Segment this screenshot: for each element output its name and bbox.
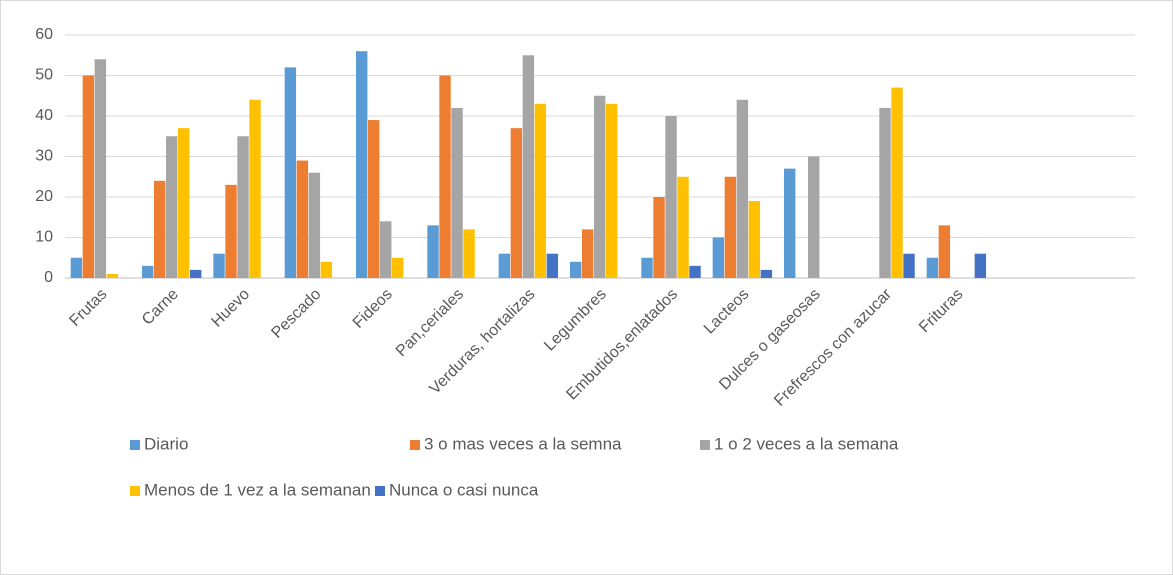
bar bbox=[296, 160, 309, 278]
bar bbox=[736, 99, 749, 278]
bar bbox=[903, 253, 915, 278]
bar bbox=[926, 257, 939, 278]
bar bbox=[938, 225, 951, 278]
legend-swatch bbox=[130, 440, 140, 450]
bar bbox=[808, 156, 820, 278]
bar bbox=[665, 116, 677, 278]
bar bbox=[82, 75, 95, 278]
bar bbox=[380, 221, 392, 278]
y-tick-label: 40 bbox=[35, 107, 53, 124]
bar bbox=[879, 107, 891, 279]
bar bbox=[308, 172, 321, 278]
bar bbox=[439, 75, 451, 278]
bar bbox=[320, 261, 333, 278]
bar bbox=[451, 107, 463, 279]
legend-label: 3 o mas veces a la semna bbox=[424, 434, 622, 453]
legend-swatch bbox=[700, 440, 710, 450]
bar bbox=[712, 237, 725, 278]
legend-swatch bbox=[130, 486, 140, 496]
bar bbox=[534, 103, 547, 278]
bar bbox=[166, 136, 178, 278]
bar bbox=[653, 197, 665, 278]
bar bbox=[641, 257, 653, 278]
bar bbox=[677, 176, 689, 278]
bar bbox=[392, 257, 404, 278]
bar bbox=[190, 269, 202, 278]
bar bbox=[154, 180, 166, 278]
bar bbox=[760, 269, 773, 278]
bar bbox=[178, 128, 190, 278]
bar bbox=[142, 265, 154, 278]
bar bbox=[689, 265, 701, 278]
y-tick-label: 50 bbox=[35, 67, 53, 84]
bar bbox=[724, 176, 737, 278]
bar bbox=[368, 120, 380, 278]
bar bbox=[748, 201, 761, 278]
legend-label: Diario bbox=[144, 434, 188, 453]
legend-label: 1 o 2 veces a la semana bbox=[714, 434, 899, 453]
bar bbox=[356, 51, 368, 279]
bar bbox=[106, 273, 119, 278]
bar bbox=[510, 128, 523, 278]
bar bbox=[213, 253, 225, 278]
bar bbox=[70, 257, 83, 278]
bar bbox=[570, 261, 582, 278]
bar bbox=[546, 253, 559, 278]
bar bbox=[784, 168, 796, 278]
legend-label: Menos de 1 vez a la semanan bbox=[144, 480, 371, 499]
legend-label: Nunca o casi nunca bbox=[389, 480, 539, 499]
bar bbox=[94, 59, 107, 278]
y-tick-label: 20 bbox=[35, 188, 53, 205]
y-tick-label: 10 bbox=[35, 229, 53, 246]
y-tick-label: 0 bbox=[44, 269, 53, 286]
bar bbox=[249, 99, 261, 278]
y-tick-label: 60 bbox=[35, 26, 53, 43]
bar bbox=[606, 103, 618, 278]
bar bbox=[284, 67, 297, 279]
bar bbox=[582, 229, 594, 278]
bar bbox=[237, 136, 249, 278]
bar bbox=[427, 225, 439, 278]
y-tick-label: 30 bbox=[35, 148, 53, 165]
bar bbox=[498, 253, 511, 278]
bar bbox=[522, 55, 535, 278]
bar bbox=[225, 184, 237, 278]
legend-swatch bbox=[410, 440, 420, 450]
bar bbox=[974, 253, 987, 278]
legend-swatch bbox=[375, 486, 385, 496]
bar bbox=[594, 95, 606, 278]
bar bbox=[891, 87, 903, 279]
bar bbox=[463, 229, 475, 278]
legend: Diario 3 o mas veces a la semna 1 o 2 vece… bbox=[130, 434, 899, 499]
